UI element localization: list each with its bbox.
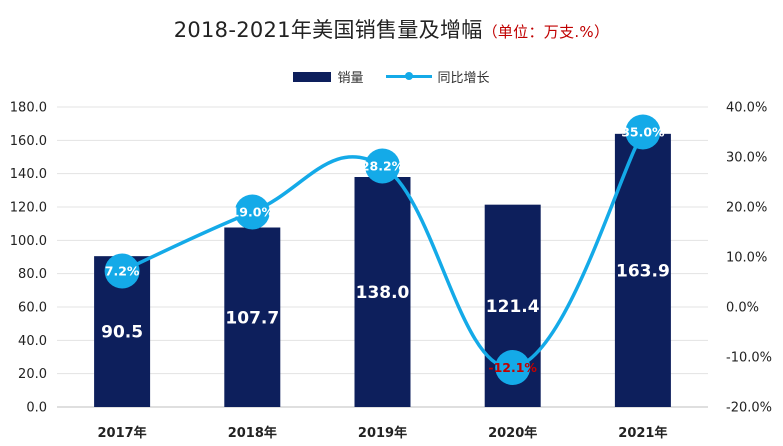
legend-item-sales: 销量 bbox=[293, 67, 364, 86]
bar-value-label: 121.4 bbox=[486, 297, 540, 317]
y-right-tick-label: -20.0% bbox=[726, 401, 772, 416]
growth-point-label: 28.2% bbox=[361, 159, 405, 174]
y-left-tick-label: 180.0 bbox=[10, 101, 47, 116]
y-left-tick-label: 60.0 bbox=[18, 301, 47, 316]
y-left-tick-label: 100.0 bbox=[10, 234, 47, 249]
legend-label-growth: 同比增长 bbox=[437, 71, 490, 86]
growth-points: 7.2% 19.0% 28.2% -12.1% 35.0% bbox=[104, 114, 665, 385]
legend-swatch-growth bbox=[385, 72, 432, 80]
y-right-tick-label: 0.0% bbox=[726, 301, 759, 316]
bar-value-label: 138.0 bbox=[356, 283, 410, 303]
growth-line bbox=[120, 130, 645, 370]
bar-value-label: 90.5 bbox=[101, 323, 143, 343]
x-tick-label: 2018年 bbox=[228, 425, 277, 441]
growth-point-label: 7.2% bbox=[105, 264, 140, 279]
x-tick-label: 2020年 bbox=[488, 425, 537, 441]
bar bbox=[614, 133, 671, 408]
y-right-tick-label: 10.0% bbox=[726, 251, 767, 266]
y-axis-left: 0.0 20.0 40.0 60.0 80.0 100.0 120.0 140.0 160.0 1… bbox=[10, 101, 47, 416]
bar bbox=[224, 227, 281, 407]
growth-point-marker bbox=[495, 350, 531, 385]
y-left-tick-label: 80.0 bbox=[18, 267, 47, 282]
y-left-tick-label: 0.0 bbox=[26, 401, 47, 416]
x-axis: 2017年 2018年 2019年 2020年 2021年 bbox=[98, 425, 668, 441]
y-left-tick-label: 20.0 bbox=[18, 367, 47, 382]
y-right-tick-label: 30.0% bbox=[726, 151, 767, 166]
bar-labels: 90.5 107.7 138.0 121.4 163.9 bbox=[101, 261, 670, 342]
chart-title-unit: （单位：万支.%） bbox=[482, 23, 610, 41]
growth-point-marker bbox=[234, 194, 270, 230]
legend-item-growth: 同比增长 bbox=[385, 67, 490, 86]
legend-swatch-sales bbox=[293, 71, 332, 82]
growth-point-label: -12.1% bbox=[488, 360, 537, 375]
bar-value-label: 107.7 bbox=[225, 308, 279, 328]
chart-title: 2018-2021年美国销售量及增幅（单位：万支.%） bbox=[0, 14, 783, 44]
growth-point-marker bbox=[625, 114, 661, 150]
x-tick-label: 2019年 bbox=[358, 425, 407, 441]
y-left-tick-label: 120.0 bbox=[10, 201, 47, 216]
chart-title-main: 2018-2021年美国销售量及增幅 bbox=[173, 18, 483, 42]
x-tick-label: 2017年 bbox=[98, 425, 147, 441]
y-axis-right: -20.0% -10.0% 0.0% 10.0% 20.0% 30.0% 40.0% bbox=[726, 101, 772, 416]
growth-point-label: 19.0% bbox=[231, 205, 275, 220]
legend-label-sales: 销量 bbox=[337, 71, 364, 86]
chart-legend: 销量 同比增长 bbox=[0, 67, 783, 86]
bar-value-label: 163.9 bbox=[616, 261, 670, 281]
growth-point-marker bbox=[365, 148, 400, 184]
y-right-tick-label: 40.0% bbox=[726, 101, 767, 116]
y-right-tick-label: -10.0% bbox=[726, 351, 772, 366]
y-left-tick-label: 160.0 bbox=[10, 134, 47, 149]
y-right-tick-label: 20.0% bbox=[726, 201, 767, 216]
x-tick-label: 2021年 bbox=[618, 425, 667, 441]
y-left-tick-label: 140.0 bbox=[10, 167, 47, 182]
bars bbox=[94, 133, 671, 408]
y-left-tick-label: 40.0 bbox=[18, 334, 47, 349]
growth-line-path bbox=[120, 130, 645, 370]
growth-point-marker bbox=[104, 253, 140, 289]
bar bbox=[354, 177, 411, 407]
growth-point-label: 35.0% bbox=[621, 125, 665, 140]
